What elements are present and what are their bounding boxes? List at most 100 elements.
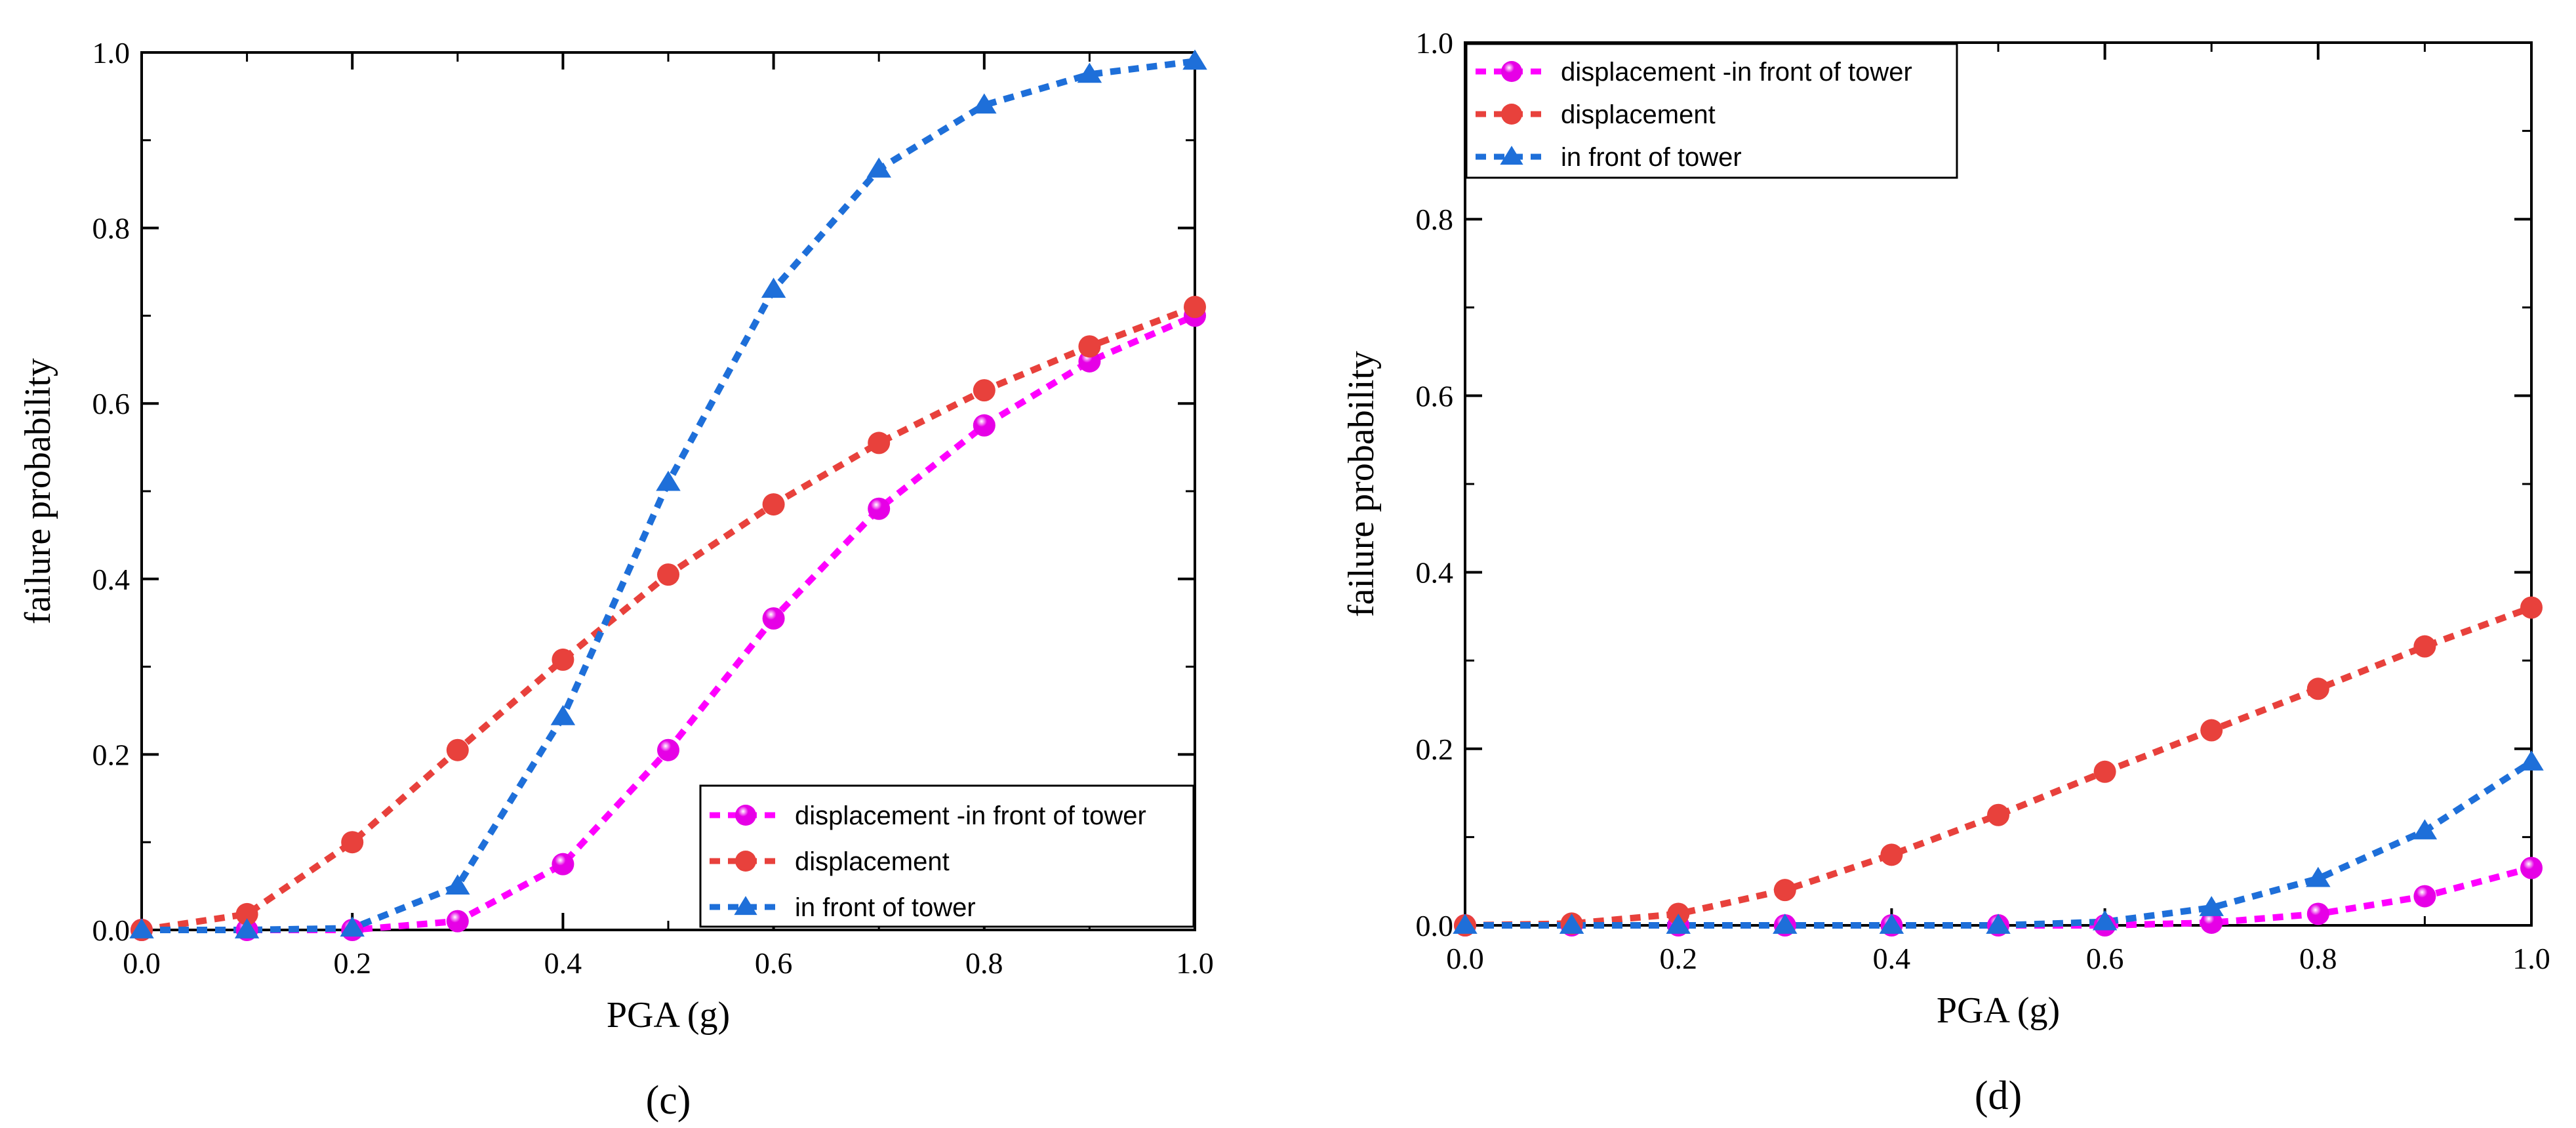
legend-label: displacement bbox=[795, 847, 950, 876]
data-point-circle bbox=[552, 648, 574, 671]
data-point-triangle bbox=[1559, 914, 1584, 934]
series-markers bbox=[1453, 596, 2544, 937]
data-point-circle bbox=[341, 831, 364, 854]
data-point-sphere bbox=[973, 414, 996, 437]
data-point-triangle bbox=[1453, 914, 1478, 934]
data-point-sphere bbox=[2306, 902, 2329, 925]
data-point-triangle bbox=[1500, 146, 1523, 165]
data-point-circle bbox=[735, 851, 756, 872]
data-point-circle bbox=[1184, 296, 1206, 319]
data-point-triangle bbox=[445, 874, 470, 895]
data-point-triangle bbox=[550, 705, 576, 725]
data-point-circle bbox=[1987, 803, 2009, 826]
panel-c: 0.0 0.2 0.4 0.6 0.8 1.0 0.0 0.2 0.4 0.6 0.8 1.0 PGA… bbox=[18, 36, 1214, 1123]
data-point-circle bbox=[2413, 635, 2436, 658]
x-tick-label: 0.0 bbox=[123, 946, 161, 980]
series-markers bbox=[129, 49, 1207, 941]
data-point-triangle bbox=[2306, 866, 2331, 887]
x-tick-label: 0.8 bbox=[2299, 942, 2337, 975]
legend: displacement -in front of tower displacem… bbox=[699, 784, 1195, 928]
data-point-circle bbox=[1501, 104, 1522, 125]
data-point-circle bbox=[657, 563, 679, 586]
data-point-circle bbox=[235, 902, 258, 925]
y-tick-label: 0.6 bbox=[92, 387, 131, 420]
data-point-triangle bbox=[2092, 910, 2118, 931]
data-point-triangle bbox=[1077, 62, 1102, 83]
y-tick-label: 1.0 bbox=[1416, 26, 1454, 60]
legend-label: displacement -in front of tower bbox=[1561, 58, 1912, 87]
data-point-triangle bbox=[129, 918, 154, 938]
legend-label: displacement -in front of tower bbox=[795, 801, 1146, 830]
legend: displacement -in front of tower displacem… bbox=[1465, 43, 1958, 179]
data-point-circle bbox=[2200, 719, 2223, 742]
data-point-triangle bbox=[234, 918, 260, 938]
x-tick-label: 0.8 bbox=[965, 946, 1003, 980]
y-tick-label: 0.0 bbox=[1416, 909, 1454, 942]
y-tick-label: 0.6 bbox=[1416, 379, 1454, 413]
legend-label: displacement bbox=[1561, 100, 1716, 129]
data-point-sphere bbox=[762, 607, 785, 630]
data-point-sphere bbox=[1501, 61, 1522, 82]
data-point-sphere bbox=[2520, 856, 2543, 879]
data-point-circle bbox=[2093, 760, 2116, 783]
data-point-circle bbox=[868, 432, 891, 454]
y-tick-label: 0.0 bbox=[92, 914, 131, 947]
data-point-triangle bbox=[1182, 49, 1207, 70]
x-tick-label: 0.6 bbox=[755, 946, 793, 980]
data-point-sphere bbox=[2413, 885, 2436, 908]
y-axis-title: failure probability bbox=[1341, 351, 1382, 617]
data-point-sphere bbox=[446, 910, 469, 933]
axis-ticks: 0.0 0.2 0.4 0.6 0.8 1.0 0.0 0.2 0.4 0.6 0.8 1.0 bbox=[1416, 26, 2550, 975]
y-tick-label: 0.4 bbox=[1416, 556, 1454, 590]
x-axis-title: PGA (g) bbox=[607, 995, 730, 1036]
legend-box bbox=[699, 784, 1195, 928]
y-tick-label: 1.0 bbox=[92, 36, 131, 70]
data-point-triangle bbox=[866, 157, 891, 178]
data-point-sphere bbox=[2200, 911, 2223, 934]
data-point-triangle bbox=[2412, 819, 2438, 839]
data-point-circle bbox=[1773, 879, 1796, 902]
x-tick-label: 0.0 bbox=[1446, 942, 1484, 975]
x-tick-label: 0.6 bbox=[2086, 942, 2124, 975]
data-point-circle bbox=[1078, 335, 1101, 358]
data-point-circle bbox=[2306, 677, 2329, 700]
x-axis-title: PGA (g) bbox=[1937, 990, 2060, 1031]
data-point-circle bbox=[762, 493, 785, 516]
legend-box bbox=[1465, 43, 1958, 179]
data-point-circle bbox=[973, 379, 996, 402]
x-tick-label: 0.2 bbox=[1659, 942, 1697, 975]
data-point-triangle bbox=[734, 896, 757, 916]
y-tick-label: 0.2 bbox=[92, 738, 131, 771]
x-tick-label: 0.4 bbox=[1873, 942, 1911, 975]
panel-d: 0.0 0.2 0.4 0.6 0.8 1.0 0.0 0.2 0.4 0.6 0.8 1.0 PGA… bbox=[1341, 26, 2550, 1118]
data-point-triangle bbox=[761, 277, 786, 298]
x-tick-label: 1.0 bbox=[2512, 942, 2550, 975]
data-point-sphere bbox=[657, 738, 679, 761]
legend-label: in front of tower bbox=[1561, 143, 1742, 172]
data-point-triangle bbox=[2519, 750, 2544, 771]
x-tick-label: 0.2 bbox=[333, 946, 371, 980]
data-point-triangle bbox=[656, 470, 681, 491]
y-tick-label: 0.8 bbox=[92, 212, 131, 245]
data-point-sphere bbox=[868, 497, 891, 520]
data-point-circle bbox=[446, 738, 469, 761]
data-point-triangle bbox=[1666, 914, 1691, 934]
x-tick-label: 0.4 bbox=[544, 946, 582, 980]
x-tick-label: 1.0 bbox=[1176, 946, 1214, 980]
data-point-sphere bbox=[552, 853, 574, 876]
data-point-circle bbox=[1880, 843, 1903, 866]
legend-label: in front of tower bbox=[795, 893, 976, 922]
data-point-sphere bbox=[735, 805, 756, 826]
data-point-circle bbox=[2520, 596, 2543, 619]
data-point-triangle bbox=[1879, 914, 1904, 934]
panel-label: (c) bbox=[646, 1078, 691, 1123]
data-point-triangle bbox=[1986, 914, 2011, 934]
panel-label: (d) bbox=[1975, 1074, 2022, 1118]
y-tick-label: 0.8 bbox=[1416, 203, 1454, 236]
data-point-triangle bbox=[1773, 914, 1798, 934]
data-point-triangle bbox=[972, 93, 997, 114]
data-point-triangle bbox=[340, 916, 365, 937]
y-tick-label: 0.2 bbox=[1416, 733, 1454, 766]
y-tick-label: 0.4 bbox=[92, 563, 131, 596]
